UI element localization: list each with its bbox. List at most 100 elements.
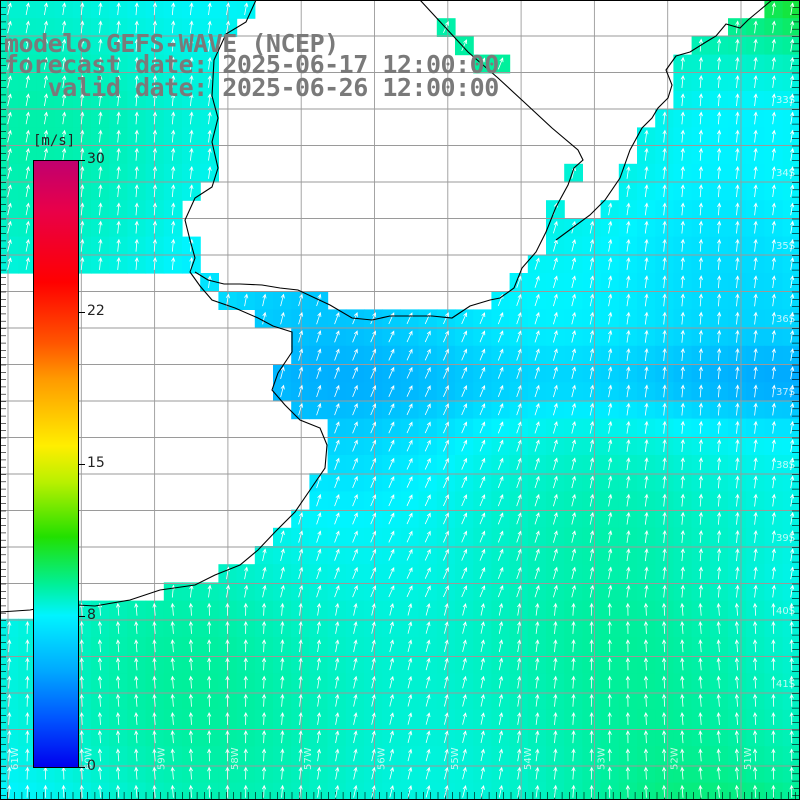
wind-arrow [790, 56, 795, 70]
wind-arrow [444, 748, 449, 762]
wind-arrow [280, 639, 285, 653]
wind-arrow [116, 220, 121, 234]
wind-arrow [497, 494, 504, 507]
wind-arrow [571, 766, 576, 780]
wind-arrow [406, 567, 413, 579]
wind-arrow [80, 165, 85, 179]
wind-arrow [207, 20, 212, 34]
wind-arrow [316, 348, 322, 361]
wind-arrow [171, 238, 176, 252]
wind-arrow [753, 711, 758, 725]
wind-arrow [388, 348, 395, 361]
forecast-date-title: forecast date: 2025-06-17 12:00:00 [4, 50, 499, 79]
wind-arrow [553, 457, 558, 471]
wind-arrow [262, 584, 267, 598]
wind-arrow [644, 238, 649, 252]
wind-arrow [497, 566, 504, 580]
wind-arrow [698, 329, 703, 343]
wind-arrow [388, 403, 395, 416]
wind-arrow [698, 111, 703, 125]
wind-arrow [7, 239, 12, 252]
wind-arrow [497, 457, 504, 470]
wind-arrow [188, 693, 194, 707]
wind-arrow [626, 566, 631, 580]
wind-arrow [425, 730, 431, 744]
wind-arrow [188, 675, 194, 689]
wind-arrow [553, 275, 558, 289]
wind-arrow [626, 202, 631, 216]
wind-arrow [553, 384, 558, 398]
wind-arrow [43, 111, 48, 125]
wind-arrow [644, 347, 649, 361]
wind-arrow [589, 402, 595, 416]
wind-arrow [753, 602, 758, 616]
wind-arrow [498, 712, 504, 725]
wind-arrow [553, 330, 558, 343]
wind-arrow [517, 712, 522, 725]
wind-arrow [7, 75, 12, 88]
wind-arrow [25, 75, 30, 88]
wind-arrow [535, 621, 540, 634]
wind-arrow [662, 566, 667, 580]
wind-arrow [680, 529, 685, 543]
wind-arrow [607, 657, 612, 671]
wind-arrow [680, 311, 685, 325]
valid-date-title: valid date: 2025-06-26 12:00:00 [4, 73, 500, 102]
wind-arrow [316, 693, 321, 707]
wind-arrow [407, 748, 413, 762]
wind-arrow [589, 639, 594, 653]
wind-arrow [188, 711, 194, 725]
wind-arrow [25, 238, 30, 252]
wind-arrow [462, 712, 467, 725]
wind-arrow [608, 384, 613, 398]
wind-arrow [98, 56, 103, 70]
wind-arrow [424, 330, 431, 343]
wind-arrow [608, 548, 613, 562]
wind-arrow [298, 711, 303, 725]
wind-arrow [571, 348, 576, 361]
wind-arrow [152, 74, 157, 88]
wind-arrow [534, 439, 540, 452]
wind-arrow [424, 439, 431, 452]
wind-cell [782, 709, 800, 729]
wind-arrow [116, 56, 121, 70]
wind-arrow [771, 166, 776, 179]
wind-arrow [771, 511, 776, 525]
wind-arrow [717, 457, 722, 471]
wind-arrow [25, 20, 30, 34]
wind-arrow [790, 257, 795, 270]
lon-label: 52W [670, 747, 681, 770]
lat-label: 41S [776, 679, 795, 690]
wind-arrow [261, 675, 267, 689]
wind-arrow [516, 421, 522, 434]
wind-arrow [516, 457, 522, 470]
wind-arrow [443, 439, 449, 452]
wind-arrow [370, 585, 377, 598]
wind-arrow [480, 766, 485, 780]
lon-label: 61W [10, 747, 21, 770]
colorbar-label-15: 15 [87, 455, 105, 471]
wind-arrow [189, 165, 194, 179]
wind-arrow [461, 475, 468, 488]
wind-arrow [170, 784, 175, 798]
wind-arrow [353, 712, 358, 725]
wind-arrow [644, 384, 649, 398]
wind-arrow [479, 548, 486, 561]
lat-labels: 33S 34S 35S 36S 37S 38S 39S 40S 41S [776, 95, 795, 690]
wind-arrow [171, 220, 176, 234]
wind-arrow [771, 75, 776, 88]
wind-arrow [152, 202, 157, 216]
wind-cell [782, 673, 800, 693]
wind-arrow [406, 366, 413, 379]
wind-arrow [316, 766, 321, 780]
wind-arrow [152, 111, 157, 125]
wind-arrow [680, 766, 685, 780]
wind-arrow [735, 584, 740, 598]
wind-arrow [608, 475, 613, 489]
wind-arrow [116, 620, 121, 634]
wind-arrow [116, 711, 121, 725]
wind-arrow [698, 693, 703, 707]
wind-arrow [553, 584, 558, 598]
wind-arrow [298, 748, 303, 762]
